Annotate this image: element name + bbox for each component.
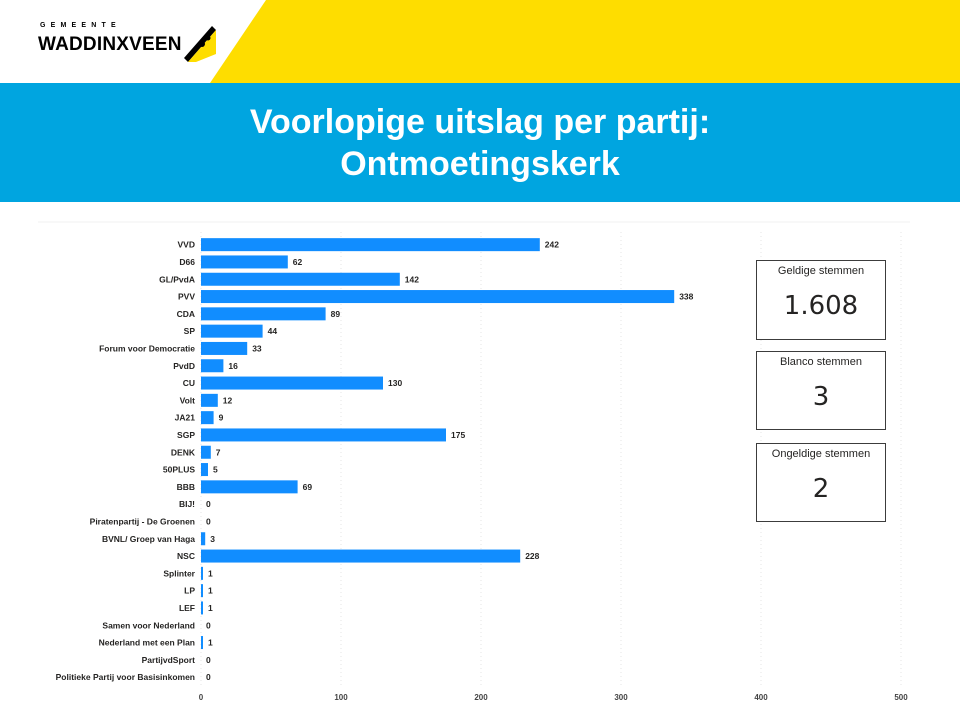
data-label: 16	[228, 361, 238, 371]
bar	[201, 584, 203, 598]
category-label: BVNL/ Groep van Haga	[102, 534, 195, 544]
data-label: 1	[208, 603, 213, 613]
municipality-logo: GEMEENTE WADDINXVEEN	[38, 22, 218, 66]
header-background	[0, 0, 960, 83]
bar	[201, 532, 206, 546]
data-label: 242	[545, 240, 559, 250]
category-label: Nederland met een Plan	[99, 638, 195, 648]
data-label: 0	[206, 499, 211, 509]
bar	[201, 411, 214, 425]
category-label: LP	[184, 586, 195, 596]
bar	[201, 307, 326, 321]
logo-subtitle: GEMEENTE	[40, 22, 121, 29]
category-label: Piratenpartij - De Groenen	[90, 516, 195, 526]
data-label: 1	[208, 568, 213, 578]
bar	[201, 566, 203, 580]
data-label: 62	[293, 257, 303, 267]
x-tick-label: 500	[894, 693, 908, 702]
results-chart-area: 0 100 200 300 400 500 VVD 242 D66 62 GL/PvdA 142 PVV…	[0, 210, 960, 720]
data-label: 12	[223, 395, 233, 405]
bar	[201, 636, 203, 650]
category-label: Splinter	[163, 568, 195, 578]
invalid-votes-card: Ongeldige stemmen 2	[756, 443, 886, 522]
category-label: D66	[179, 257, 195, 267]
category-label: DENK	[171, 447, 196, 457]
bar	[201, 290, 675, 304]
bar	[201, 480, 298, 494]
data-label: 7	[216, 447, 221, 457]
data-label: 228	[525, 551, 539, 561]
category-label: PVV	[178, 292, 195, 302]
bar	[201, 445, 211, 459]
data-label: 1	[208, 638, 213, 648]
category-label: Politieke Partij voor Basisinkomen	[56, 672, 195, 682]
page-title-line-1: Voorlopige uitslag per partij:	[249, 102, 711, 141]
header-yellow-band	[0, 0, 960, 83]
category-label: PartijvdSport	[142, 655, 196, 665]
category-label: 50PLUS	[163, 465, 195, 475]
category-label: BBB	[177, 482, 195, 492]
data-label: 89	[331, 309, 341, 319]
data-label: 5	[213, 465, 218, 475]
category-label: CDA	[177, 309, 195, 319]
bar	[201, 428, 446, 442]
category-label: NSC	[177, 551, 195, 561]
x-tick-label: 400	[754, 693, 768, 702]
data-label: 0	[206, 620, 211, 630]
bar	[201, 393, 218, 407]
data-label: 69	[303, 482, 313, 492]
category-label: BIJ!	[179, 499, 195, 509]
page-title-line-2: Ontmoetingskerk	[340, 144, 620, 183]
bar	[201, 376, 383, 390]
bar	[201, 272, 400, 286]
data-label: 9	[219, 413, 224, 423]
data-label: 33	[252, 343, 262, 353]
category-label: CU	[183, 378, 195, 388]
category-label: Forum voor Democratie	[99, 343, 195, 353]
valid-votes-value: 1.608	[783, 291, 859, 321]
data-label: 130	[388, 378, 402, 388]
x-tick-label: 0	[199, 693, 204, 702]
bar	[201, 601, 203, 615]
coat-of-arms-icon	[184, 26, 216, 62]
invalid-votes-value: 2	[812, 474, 830, 504]
x-tick-label: 200	[474, 693, 488, 702]
valid-votes-label: Geldige stemmen	[777, 265, 865, 277]
bar	[201, 463, 208, 477]
data-label: 3	[210, 534, 215, 544]
data-label: 175	[451, 430, 465, 440]
data-label: 0	[206, 655, 211, 665]
category-label: PvdD	[173, 361, 195, 371]
x-tick-label: 100	[334, 693, 348, 702]
bar	[201, 255, 288, 269]
data-label: 1	[208, 586, 213, 596]
blank-votes-label: Blanco stemmen	[780, 356, 862, 368]
category-label: LEF	[179, 603, 195, 613]
blank-votes-value: 3	[812, 382, 830, 412]
title-band: Voorlopige uitslag per partij: Ontmoetin…	[0, 83, 960, 202]
category-label: JA21	[175, 413, 196, 423]
category-label: Volt	[180, 395, 196, 405]
data-label: 44	[268, 326, 278, 336]
category-label: GL/PvdA	[159, 274, 195, 284]
valid-votes-card: Geldige stemmen 1.608	[756, 260, 886, 340]
data-label: 142	[405, 274, 419, 284]
category-label: VVD	[178, 240, 195, 250]
data-label: 0	[206, 672, 211, 682]
bar	[201, 359, 224, 373]
logo-name: WADDINXVEEN	[38, 34, 182, 55]
bar	[201, 549, 521, 563]
data-label: 0	[206, 516, 211, 526]
bar	[201, 238, 540, 252]
bar	[201, 324, 263, 338]
blank-votes-card: Blanco stemmen 3	[756, 351, 886, 430]
bar	[201, 341, 248, 355]
data-label: 338	[679, 292, 693, 302]
category-label: Samen voor Nederland	[102, 620, 195, 630]
category-label: SGP	[177, 430, 195, 440]
category-label: SP	[184, 326, 196, 336]
x-tick-label: 300	[614, 693, 628, 702]
invalid-votes-label: Ongeldige stemmen	[771, 448, 871, 460]
